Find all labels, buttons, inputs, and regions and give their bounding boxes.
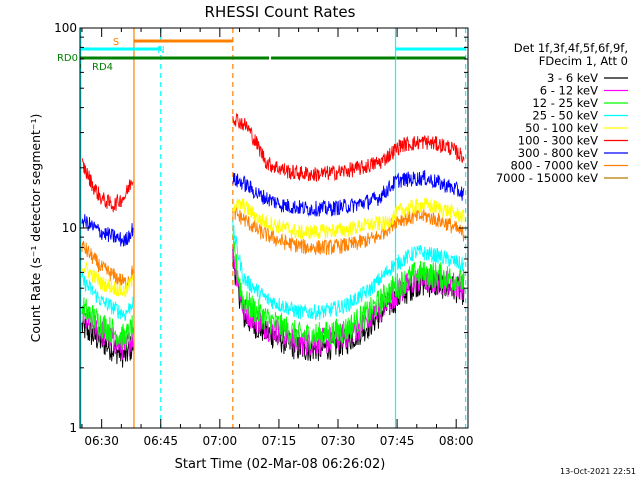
series-line-8-seg-1 <box>81 240 134 290</box>
series-line-7-seg-1 <box>81 214 134 247</box>
series-line-3-seg-1 <box>81 297 134 351</box>
legend-label-2: 6 - 12 keV <box>540 84 598 98</box>
legend-label-4: 25 - 50 keV <box>532 109 598 123</box>
legend-header-2: FDecim 1, Att 0 <box>539 54 628 68</box>
y-tick-label-2: 100 <box>54 21 77 35</box>
series-line-7-seg-2 <box>232 170 465 218</box>
status-label-rd4: RD4 <box>92 62 113 73</box>
status-label-s: S <box>113 37 119 48</box>
series-line-3-seg-2 <box>232 233 465 351</box>
x-axis-label: Start Time (02-Mar-08 06:26:02) <box>175 457 386 472</box>
x-tick-label-2: 07:00 <box>203 434 238 448</box>
legend-label-8: 800 - 7000 keV <box>510 159 598 173</box>
series-line-5-seg-2 <box>232 197 465 240</box>
x-tick-label-0: 06:30 <box>84 434 119 448</box>
series-line-4-seg-1 <box>81 272 134 322</box>
legend-label-5: 50 - 100 keV <box>525 121 598 135</box>
legend-label-9: 7000 - 15000 keV <box>496 171 598 185</box>
legend-label-6: 100 - 300 keV <box>518 134 598 148</box>
chart-title: RHESSI Count Rates <box>205 3 356 21</box>
legend-label-3: 12 - 25 keV <box>532 96 598 110</box>
x-tick-label-5: 07:45 <box>380 434 415 448</box>
x-tick-label-1: 06:45 <box>143 434 178 448</box>
series-line-6-seg-2 <box>232 112 465 182</box>
series-line-4-seg-2 <box>232 220 465 321</box>
series-line-8-seg-2 <box>232 206 465 256</box>
y-tick-label-1: 10 <box>62 221 77 235</box>
x-tick-label-6: 08:00 <box>439 434 474 448</box>
series-line-6-seg-1 <box>81 158 134 213</box>
status-label-n: N <box>157 45 164 56</box>
y-axis-label: Count Rate (s⁻¹ detector segment⁻¹) <box>28 114 43 343</box>
y-tick-label-0: 1 <box>69 421 77 435</box>
x-tick-label-4: 07:30 <box>321 434 356 448</box>
legend-header-1: Det 1f,3f,4f,5f,6f,9f, <box>514 41 628 55</box>
status-label-rd0: RD0 <box>57 53 78 64</box>
legend-label-7: 300 - 800 keV <box>518 146 598 160</box>
legend-label-1: 3 - 6 keV <box>547 71 598 85</box>
series-line-5-seg-1 <box>81 261 134 298</box>
x-tick-label-3: 07:15 <box>262 434 297 448</box>
footer-timestamp: 13-Oct-2021 22:51 <box>560 467 636 476</box>
legend: Det 1f,3f,4f,5f,6f,9f, FDecim 1, Att 0 3… <box>496 41 628 185</box>
